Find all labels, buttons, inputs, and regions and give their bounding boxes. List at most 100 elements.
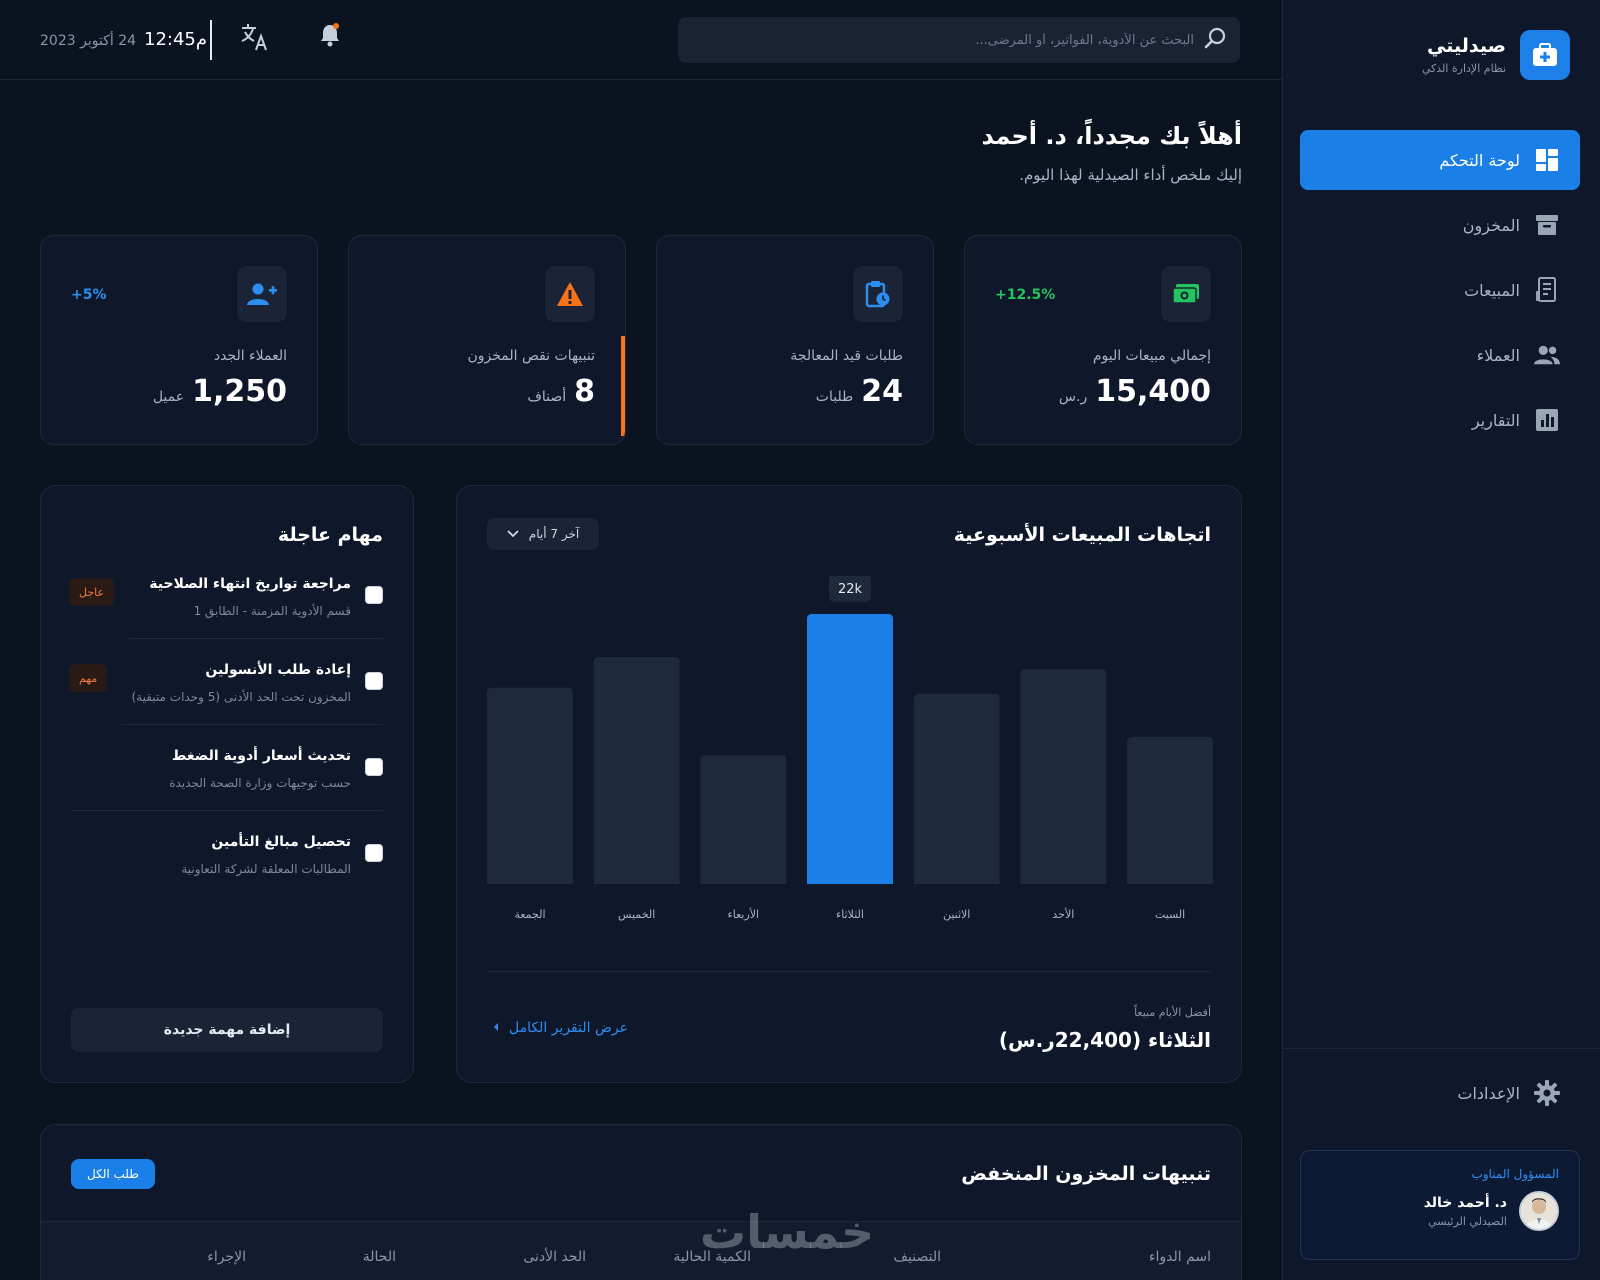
range-label: آخر 7 أيام bbox=[528, 527, 580, 541]
user-role: المسؤول المناوب bbox=[1471, 1167, 1559, 1181]
top-header: م12:45 24 أكتوبر 2023 bbox=[0, 0, 1282, 80]
search-icon[interactable] bbox=[1204, 26, 1228, 54]
translate-icon bbox=[240, 24, 270, 56]
header-divider bbox=[210, 20, 212, 60]
warning-icon bbox=[545, 266, 595, 322]
chart-bar[interactable] bbox=[913, 693, 1000, 884]
order-all-button[interactable]: طلب الكل bbox=[71, 1159, 155, 1189]
low-stock-panel: تنبيهات المخزون المنخفض طلب الكل اسم الد… bbox=[40, 1124, 1242, 1280]
notifications-button[interactable] bbox=[312, 22, 342, 52]
task-title: إعادة طلب الأنسولين bbox=[205, 662, 351, 678]
avatar bbox=[1519, 1191, 1559, 1231]
column-header[interactable]: الحالة bbox=[362, 1248, 396, 1265]
column-header[interactable]: التصنيف bbox=[893, 1248, 941, 1265]
chart-bar[interactable] bbox=[487, 687, 573, 884]
sidebar-item-reports[interactable]: التقارير bbox=[1300, 390, 1580, 450]
column-header[interactable]: الكمية الحالية bbox=[673, 1248, 751, 1265]
add-task-button[interactable]: إضافة مهمة جديدة bbox=[71, 1008, 383, 1052]
stat-value: 1,250 bbox=[192, 374, 287, 409]
user-add-icon bbox=[237, 266, 287, 322]
stat-label: إجمالي مبيعات اليوم bbox=[1092, 348, 1211, 364]
gear-icon bbox=[1534, 1080, 1560, 1106]
sidebar-item-inventory[interactable]: المخزون bbox=[1300, 195, 1580, 255]
task-checkbox[interactable] bbox=[365, 672, 383, 690]
stat-card-new-customers[interactable]: +5% العملاء الجدد 1,250 عميل bbox=[40, 235, 318, 445]
chart-bar[interactable] bbox=[1020, 669, 1107, 884]
stat-card-daily-sales[interactable]: +12.5% إجمالي مبيعات اليوم 15,400 ر.س bbox=[964, 235, 1242, 445]
task-subtitle: المخزون تحت الحد الأدنى (5 وحدات متبقية) bbox=[131, 690, 352, 704]
sidebar-item-sales[interactable]: المبيعات bbox=[1300, 260, 1580, 320]
sidebar-item-label: التقارير bbox=[1471, 410, 1520, 430]
stat-value: 24 bbox=[861, 374, 903, 409]
stat-value: 8 bbox=[574, 374, 595, 409]
sidebar-item-label: لوحة التحكم bbox=[1439, 150, 1520, 170]
dashboard-icon bbox=[1534, 147, 1560, 173]
user-card[interactable]: المسؤول المناوب د. أحمد خالد الصيدلي الر… bbox=[1300, 1150, 1580, 1260]
stat-card-low-stock[interactable]: تنبيهات نقص المخزون 8 أصناف bbox=[348, 235, 626, 445]
receipt-icon bbox=[1534, 277, 1560, 303]
task-checkbox[interactable] bbox=[365, 586, 383, 604]
range-select[interactable]: آخر 7 أيام bbox=[487, 518, 599, 550]
stat-label: طلبات قيد المعالجة bbox=[790, 348, 903, 364]
full-report-link[interactable]: عرض التقرير الكامل bbox=[493, 1020, 628, 1036]
best-day-label: أفضل الأيام مبيعاً bbox=[1134, 1006, 1211, 1019]
chevron-down-icon bbox=[507, 527, 519, 541]
sidebar-item-customers[interactable]: العملاء bbox=[1300, 325, 1580, 385]
sidebar-item-label: المخزون bbox=[1462, 215, 1520, 235]
cash-icon bbox=[1161, 266, 1211, 322]
urgent-tasks-panel: مهام عاجلة مراجعة تواريخ انتهاء الصلاحية… bbox=[40, 485, 414, 1083]
greeting: أهلاً بك مجدداً، د. أحمد إليك ملخص أداء … bbox=[982, 122, 1242, 184]
stat-label: العملاء الجدد bbox=[213, 348, 287, 364]
x-tick-label: الجمعة bbox=[514, 908, 545, 921]
stat-label: تنبيهات نقص المخزون bbox=[467, 348, 595, 364]
language-button[interactable] bbox=[240, 22, 270, 56]
task-divider bbox=[71, 810, 383, 811]
stat-value: 15,400 bbox=[1095, 374, 1211, 409]
chart-bar[interactable] bbox=[807, 614, 893, 884]
column-header[interactable]: الحد الأدنى bbox=[523, 1248, 586, 1265]
priority-badge: مهم bbox=[69, 664, 108, 692]
chart-divider bbox=[487, 971, 1211, 972]
clipboard-clock-icon bbox=[853, 266, 903, 322]
task-divider bbox=[129, 638, 383, 639]
task-subtitle: المطالبات المعلقة لشركة التعاونية bbox=[181, 862, 351, 876]
report-icon bbox=[1534, 407, 1560, 433]
sidebar: صيدليتي نظام الإدارة الذكي لوحة التحكم ا… bbox=[1282, 0, 1600, 1280]
task-checkbox[interactable] bbox=[365, 758, 383, 776]
search-input[interactable] bbox=[690, 32, 1194, 48]
stat-card-pending-orders[interactable]: طلبات قيد المعالجة 24 طلبات bbox=[656, 235, 934, 445]
chart-bar[interactable] bbox=[593, 656, 680, 884]
bar-tooltip-label: 22k bbox=[838, 582, 863, 597]
x-tick-label: السبت bbox=[1155, 908, 1185, 921]
priority-badge: عاجل bbox=[69, 578, 115, 606]
search-bar[interactable] bbox=[678, 17, 1240, 63]
page-title: أهلاً بك مجدداً، د. أحمد bbox=[981, 122, 1242, 150]
sidebar-item-settings[interactable]: الإعدادات bbox=[1457, 1080, 1560, 1106]
clock: م12:45 24 أكتوبر 2023 bbox=[40, 29, 207, 50]
x-tick-label: الثلاثاء bbox=[836, 908, 864, 921]
table-header: اسم الدواء التصنيف الكمية الحالية الحد ا… bbox=[41, 1221, 1241, 1280]
sidebar-item-dashboard[interactable]: لوحة التحكم bbox=[1300, 130, 1580, 190]
stat-unit: ر.س bbox=[1058, 389, 1088, 405]
weekly-sales-panel: اتجاهات المبيعات الأسبوعية آخر 7 أيام ال… bbox=[456, 485, 1242, 1083]
watermark: خمسات bbox=[700, 1205, 875, 1259]
chevron-left-icon bbox=[493, 1020, 499, 1036]
column-header[interactable]: الإجراء bbox=[207, 1248, 246, 1265]
x-tick-label: الاثنين bbox=[943, 908, 970, 921]
column-header[interactable]: اسم الدواء bbox=[1148, 1248, 1211, 1265]
chart-bar[interactable] bbox=[1127, 736, 1213, 884]
stat-unit: أصناف bbox=[527, 389, 567, 405]
task-checkbox[interactable] bbox=[365, 844, 383, 862]
user-title: الصيدلي الرئيسي bbox=[1428, 1214, 1507, 1228]
bar-tooltip bbox=[829, 576, 871, 602]
task-item: تحصيل مبالغ التأمين المطالبات المعلقة لش… bbox=[69, 834, 383, 894]
stat-unit: طلبات bbox=[815, 389, 854, 405]
settings-label: الإعدادات bbox=[1457, 1083, 1520, 1103]
brand-name: صيدليتي bbox=[1427, 35, 1506, 57]
chart-bar[interactable] bbox=[700, 755, 787, 884]
tasks-title: مهام عاجلة bbox=[277, 524, 383, 546]
medical-kit-icon bbox=[1520, 30, 1570, 80]
task-divider bbox=[121, 724, 383, 725]
notification-dot bbox=[333, 23, 339, 29]
page-subtitle: إليك ملخص أداء الصيدلية لهذا اليوم. bbox=[1019, 166, 1242, 184]
